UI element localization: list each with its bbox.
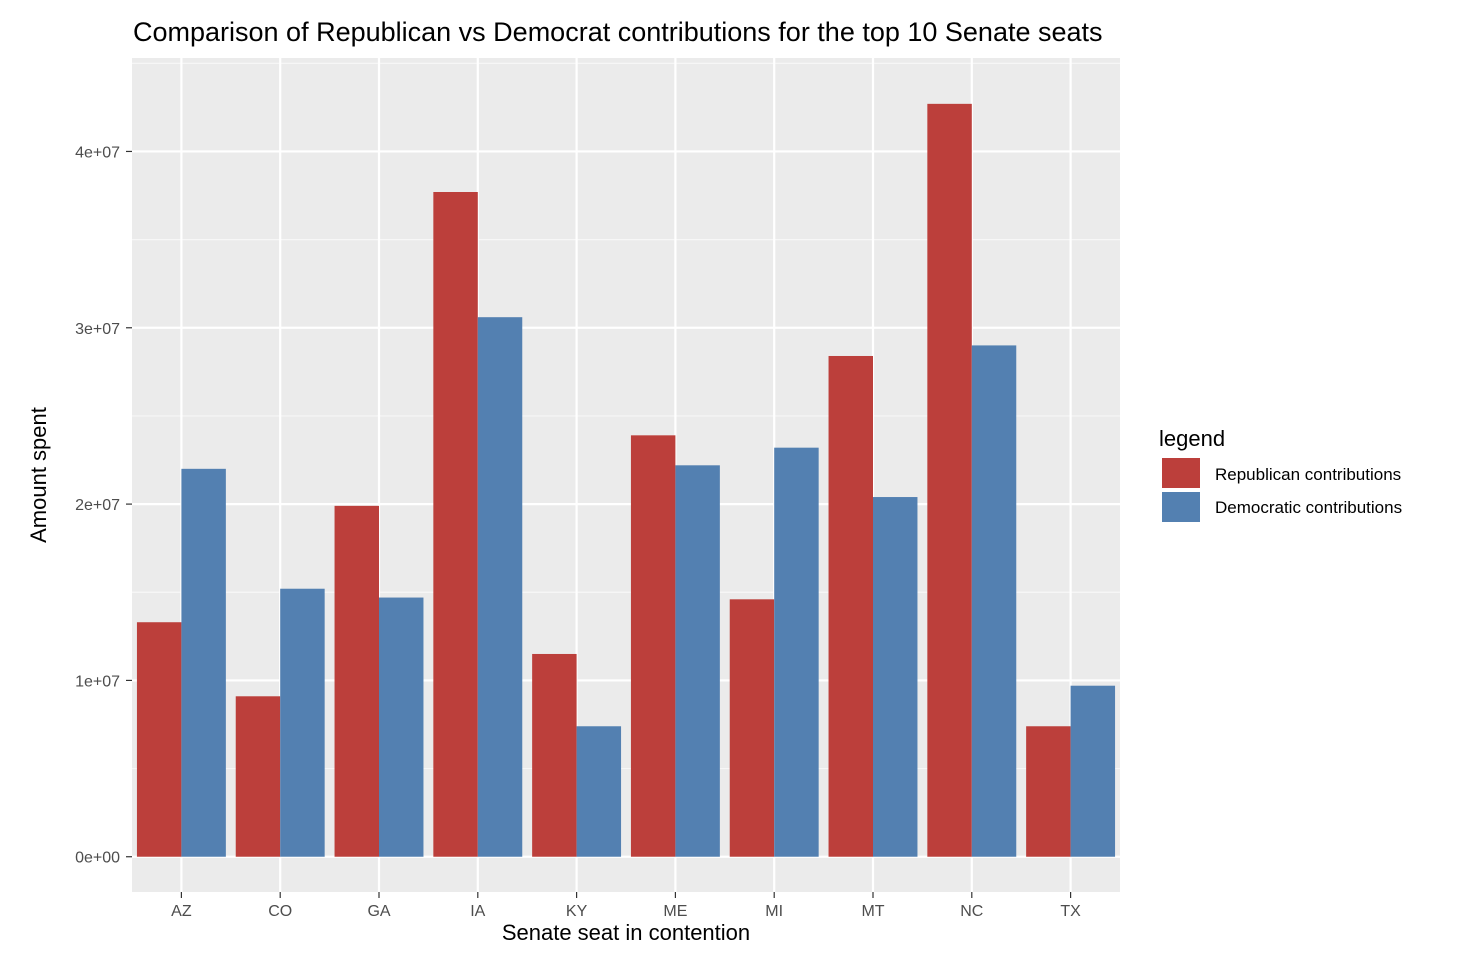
x-tick-label: IA bbox=[470, 903, 485, 920]
x-tick-label: CO bbox=[268, 903, 292, 920]
x-axis: AZ CO GA IA KY ME MI MT NC TX bbox=[171, 892, 1081, 920]
y-axis-title: Amount spent bbox=[26, 407, 51, 543]
bars bbox=[136, 103, 1116, 857]
bar-republican-ia bbox=[433, 192, 478, 857]
bar-democratic-mi bbox=[774, 447, 819, 857]
y-tick-label: 0e+00 bbox=[75, 850, 120, 867]
x-tick-label: NC bbox=[960, 903, 983, 920]
y-axis: 0e+00 1e+07 2e+07 3e+07 4e+07 bbox=[75, 144, 132, 867]
legend-label-republican: Republican contributions bbox=[1215, 465, 1401, 484]
bar-republican-az bbox=[136, 622, 182, 857]
bar-republican-mi bbox=[729, 599, 775, 857]
legend-label-democratic: Democratic contributions bbox=[1215, 498, 1402, 517]
bar-democratic-me bbox=[675, 465, 720, 857]
x-tick-label: AZ bbox=[171, 903, 192, 920]
bar-democratic-mt bbox=[873, 497, 918, 857]
bar-republican-me bbox=[630, 435, 676, 857]
bar-republican-ky bbox=[532, 653, 577, 857]
bar-democratic-co bbox=[280, 588, 325, 857]
x-tick-label: KY bbox=[566, 903, 588, 920]
x-tick-label: TX bbox=[1060, 903, 1081, 920]
legend-key-democratic bbox=[1162, 492, 1200, 522]
bar-republican-mt bbox=[828, 355, 873, 857]
bar-democratic-az bbox=[181, 468, 226, 857]
y-tick-label: 3e+07 bbox=[75, 321, 120, 338]
y-tick-label: 4e+07 bbox=[75, 144, 120, 161]
bar-democratic-ia bbox=[477, 317, 523, 857]
x-tick-label: GA bbox=[367, 903, 390, 920]
legend-title: legend bbox=[1159, 426, 1225, 451]
legend-key-republican bbox=[1162, 458, 1200, 488]
y-tick-label: 2e+07 bbox=[75, 497, 120, 514]
x-tick-label: ME bbox=[663, 903, 687, 920]
bar-democratic-ga bbox=[379, 597, 424, 857]
legend: legend Republican contributions Democrat… bbox=[1159, 426, 1402, 522]
bar-democratic-ky bbox=[576, 726, 622, 857]
bar-republican-ga bbox=[334, 505, 379, 857]
chart-title: Comparison of Republican vs Democrat con… bbox=[133, 17, 1103, 47]
x-tick-label: MT bbox=[861, 903, 884, 920]
bar-democratic-nc bbox=[971, 345, 1017, 857]
bar-republican-tx bbox=[1026, 726, 1071, 857]
x-tick-label: MI bbox=[765, 903, 783, 920]
bar-republican-co bbox=[235, 696, 281, 857]
y-tick-label: 1e+07 bbox=[75, 673, 120, 690]
bar-republican-nc bbox=[927, 103, 972, 857]
x-axis-title: Senate seat in contention bbox=[502, 920, 750, 945]
bar-democratic-tx bbox=[1070, 685, 1116, 857]
